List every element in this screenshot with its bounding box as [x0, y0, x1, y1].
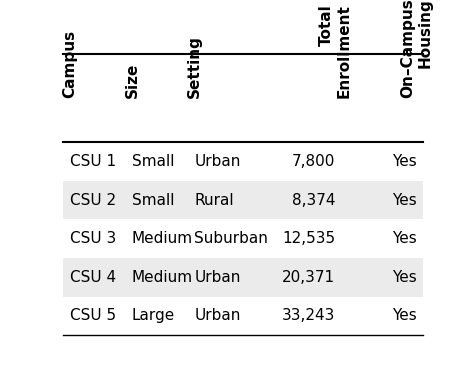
Text: Yes: Yes	[392, 231, 416, 246]
Text: Urban: Urban	[194, 154, 241, 169]
Text: CSU 3: CSU 3	[70, 231, 116, 246]
Text: 33,243: 33,243	[282, 309, 336, 323]
Text: Campus: Campus	[62, 30, 77, 98]
Text: CSU 4: CSU 4	[70, 270, 116, 285]
Text: 8,374: 8,374	[292, 193, 336, 207]
Text: Yes: Yes	[392, 193, 416, 207]
Bar	[63, 181, 423, 219]
Text: Setting: Setting	[187, 35, 202, 98]
Text: 12,535: 12,535	[283, 231, 336, 246]
Text: Rural: Rural	[194, 193, 234, 207]
Text: Size: Size	[125, 63, 139, 98]
Text: CSU 1: CSU 1	[70, 154, 116, 169]
Text: On–Campus
Housing: On–Campus Housing	[400, 0, 432, 98]
Text: Yes: Yes	[392, 309, 416, 323]
Text: Small: Small	[132, 154, 174, 169]
Bar	[63, 142, 423, 181]
Text: CSU 5: CSU 5	[70, 309, 116, 323]
Text: CSU 2: CSU 2	[70, 193, 116, 207]
Text: Medium: Medium	[132, 231, 193, 246]
Text: 7,800: 7,800	[292, 154, 336, 169]
Bar	[63, 219, 423, 258]
Text: Large: Large	[132, 309, 175, 323]
Bar	[63, 258, 423, 297]
Text: Yes: Yes	[392, 270, 416, 285]
Text: Urban: Urban	[194, 309, 241, 323]
Bar	[63, 297, 423, 335]
Text: Urban: Urban	[194, 270, 241, 285]
Text: Yes: Yes	[392, 154, 416, 169]
Text: Small: Small	[132, 193, 174, 207]
Text: Total
Enrollment: Total Enrollment	[319, 5, 352, 98]
Text: Medium: Medium	[132, 270, 193, 285]
Text: Suburban: Suburban	[194, 231, 268, 246]
Text: 20,371: 20,371	[283, 270, 336, 285]
